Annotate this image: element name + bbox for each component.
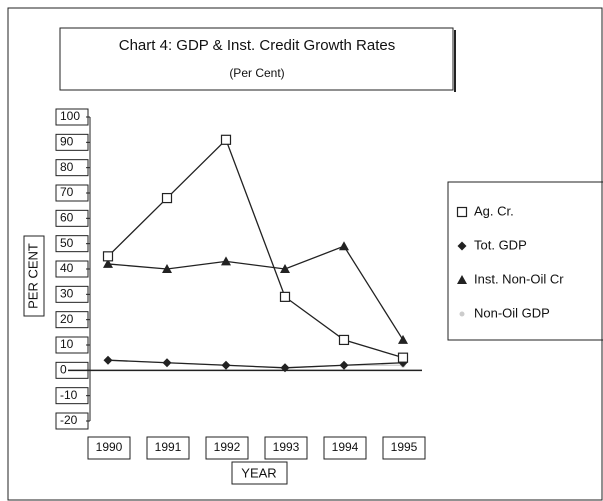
y-tick-label: -10: [60, 388, 78, 402]
x-tick-box: [205, 436, 249, 460]
y-tick-label: 10: [60, 337, 74, 351]
marker: [456, 206, 468, 218]
legend-label: Inst. Non-Oil Cr: [474, 271, 564, 286]
marker: [279, 291, 291, 302]
x-tick-label: 1991: [155, 440, 182, 454]
x-tick-box: [146, 436, 190, 460]
x-tick-box: [323, 436, 367, 460]
series-line: [107, 359, 404, 369]
marker: [221, 256, 231, 266]
y-axis-label: PER CENT: [25, 243, 40, 309]
y-tick-label: 30: [60, 287, 74, 301]
x-tick-label: 1993: [273, 440, 300, 454]
chart-subtitle: (Per Cent): [229, 66, 284, 80]
y-tick-label: 70: [60, 185, 74, 199]
x-tick-box: [264, 436, 308, 460]
marker: [338, 334, 350, 346]
marker: [102, 251, 114, 262]
x-tick-label: 1994: [332, 440, 359, 454]
y-tick-label: 0: [60, 363, 67, 377]
marker: [162, 264, 172, 273]
y-tick-label: 60: [60, 211, 74, 225]
legend-label: Ag. Cr.: [474, 203, 514, 218]
x-tick-label: 1990: [96, 440, 123, 454]
x-tick-label: 1995: [391, 440, 418, 454]
y-tick-label: 40: [60, 261, 74, 275]
x-tick-box: [87, 436, 131, 460]
marker: [103, 355, 113, 365]
marker: [339, 241, 349, 251]
series-line: [107, 245, 404, 341]
x-label-box: [231, 461, 288, 485]
marker: [457, 241, 467, 251]
marker: [459, 311, 465, 317]
marker: [221, 360, 231, 370]
marker: [280, 363, 290, 373]
title-box: [59, 27, 454, 91]
y-tick-label: 90: [60, 135, 74, 149]
frame: [7, 7, 603, 501]
series-line: [107, 138, 404, 359]
marker: [280, 264, 290, 273]
y-tick-label: 100: [60, 109, 80, 123]
y-tick-label: -20: [60, 413, 78, 427]
x-axis-label: YEAR: [241, 465, 276, 480]
marker: [398, 334, 408, 344]
x-tick-label: 1992: [214, 440, 241, 454]
marker: [220, 134, 232, 145]
marker: [103, 258, 113, 268]
legend-label: Tot. GDP: [474, 237, 527, 252]
marker: [339, 360, 349, 370]
x-tick-box: [382, 436, 426, 460]
marker: [397, 352, 409, 363]
legend-label: Non-Oil GDP: [474, 305, 550, 320]
y-tick-label: 50: [60, 236, 74, 250]
marker: [161, 192, 173, 204]
y-tick-label: 80: [60, 160, 74, 174]
chart-title: Chart 4: GDP & Inst. Credit Growth Rates: [119, 37, 396, 54]
marker: [162, 358, 172, 368]
legend-box: [447, 181, 603, 341]
y-tick-label: 20: [60, 312, 74, 326]
y-label-box: [23, 235, 45, 317]
marker: [457, 275, 467, 284]
